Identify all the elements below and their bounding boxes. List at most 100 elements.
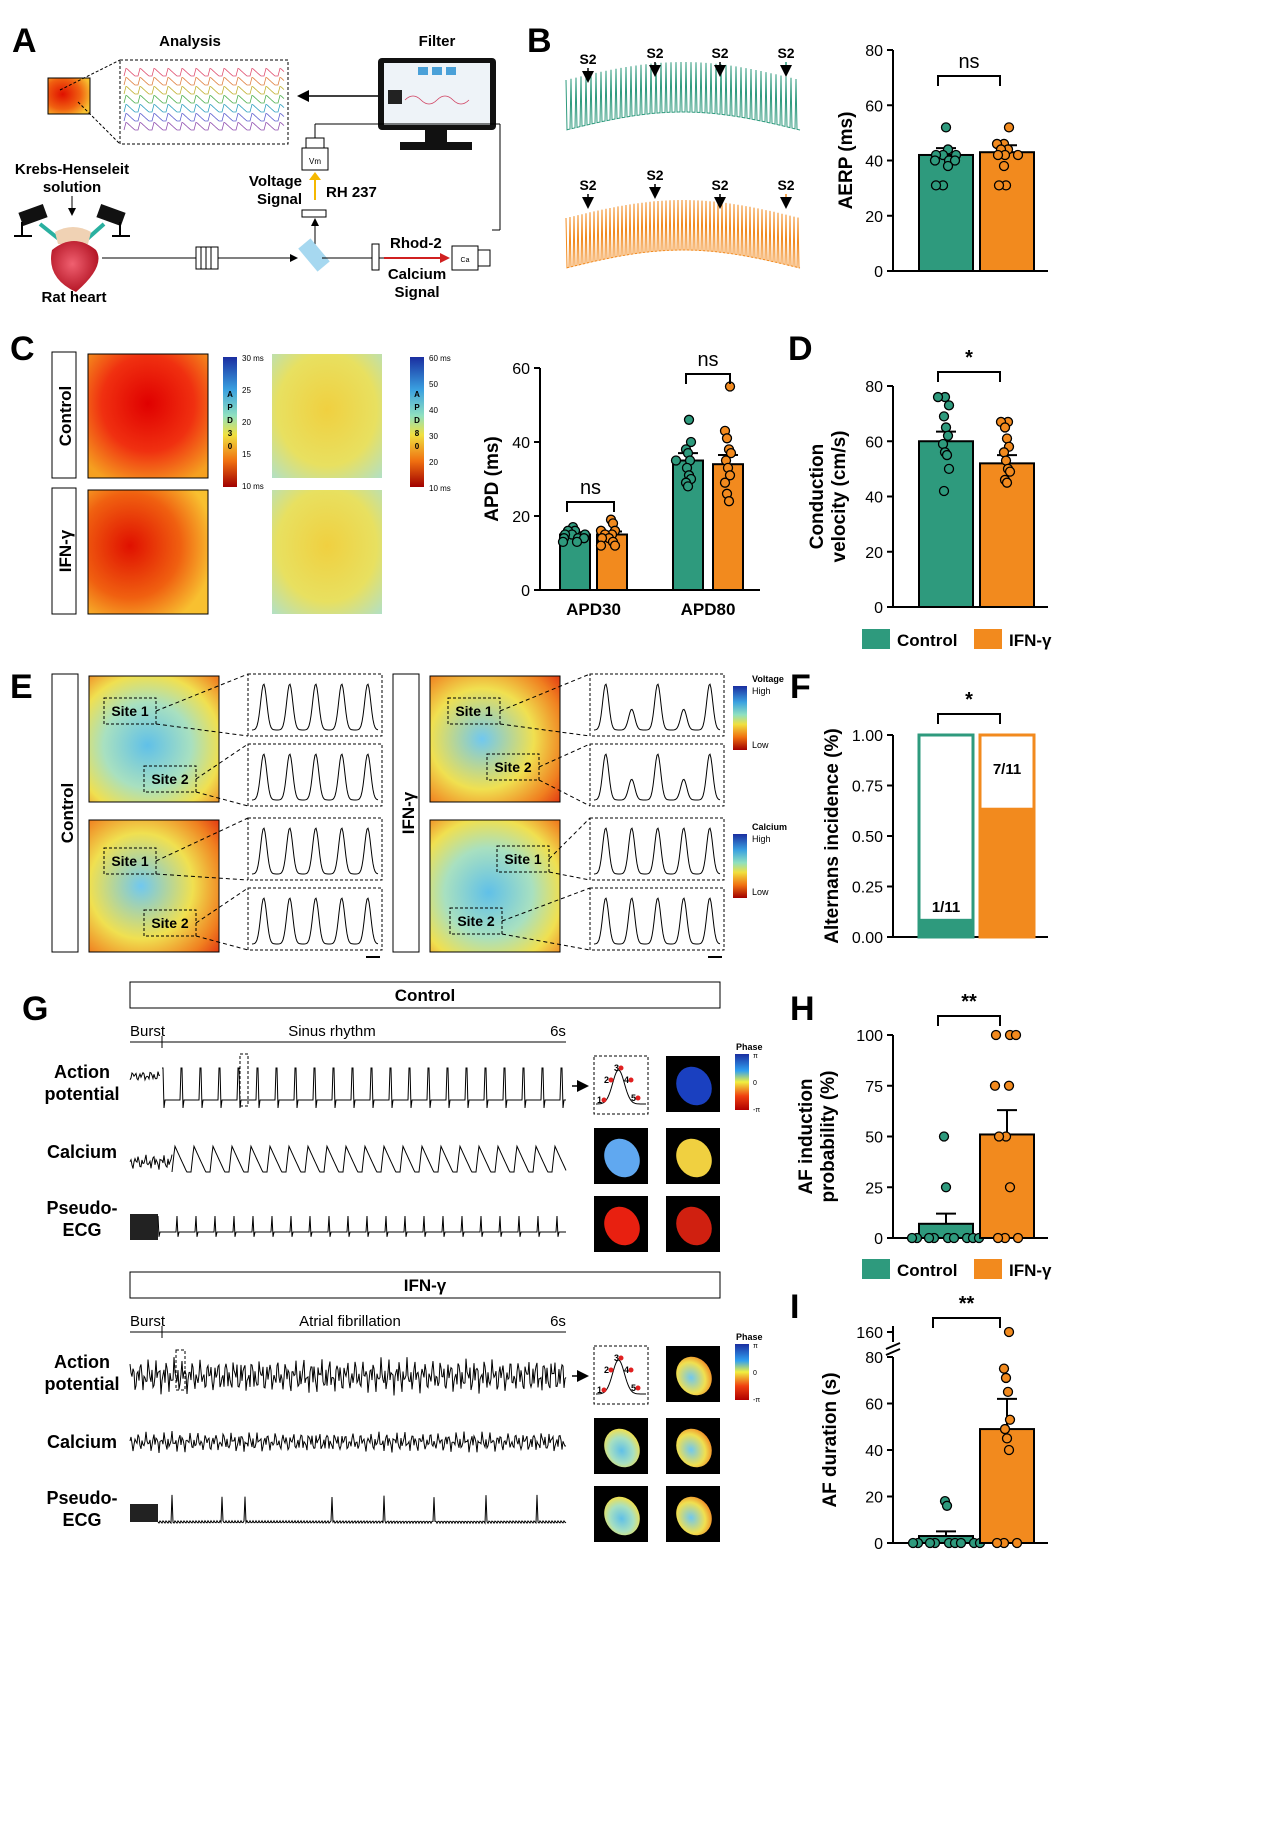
cv-control-data-point (938, 411, 950, 422)
phase-point (601, 1387, 607, 1393)
phase-map-heart (676, 1138, 712, 1178)
y-tick-label: 0 (874, 264, 883, 281)
cv-control-data-point (938, 485, 950, 497)
burst-label: Burst (130, 1313, 166, 1330)
panel-letter-i: I (790, 1288, 799, 1326)
y-tick-label: 0 (521, 583, 530, 600)
y-tick-label: 50 (865, 1130, 883, 1147)
y-tick-label: 20 (865, 545, 883, 562)
site-label: Site 2 (494, 759, 532, 775)
panel-e: E Control IFN-γ Site 1 Site 2 Site 1 Site 2… (10, 668, 787, 958)
apd-control-APD80-data-point (670, 455, 682, 466)
alternans-trace (251, 827, 379, 875)
s2-label: S2 (579, 51, 596, 67)
rhythm-label: Atrial fibrillation (299, 1313, 401, 1330)
g-traces-and-maps: Burst Sinus rhythm 6sActionpotentialCalciu… (45, 1023, 763, 1542)
phase-map-frame-label: 4 (598, 1199, 603, 1208)
site-label: Site 1 (455, 703, 493, 719)
aerp-trace-control (565, 61, 801, 131)
legend-swatch-ifn (974, 629, 1002, 649)
colorbar-letter: 0 (415, 442, 420, 451)
legend-swatch-control (862, 629, 890, 649)
phase-map-frame-label: 5 (670, 1199, 675, 1208)
colorbar-tick: 15 (242, 450, 251, 459)
connector-line (195, 887, 249, 924)
aerp-trace-ifn (565, 199, 801, 269)
svg-text:IFN-γ: IFN-γ (399, 791, 418, 834)
e-row-label-ifn (392, 673, 420, 953)
phase-colorbar (735, 1344, 749, 1400)
dichroic-mirror (298, 238, 330, 272)
y-tick-label: 100 (856, 1028, 883, 1045)
connector-line (195, 743, 249, 780)
af-dur-ifn-data-point (1000, 1372, 1012, 1384)
burst-noise (129, 1071, 161, 1082)
ecg-trace (157, 1215, 566, 1237)
svg-text:Low: Low (752, 740, 769, 750)
significance-label: ns (580, 477, 601, 499)
voltage-camera-icon: Vm (301, 137, 329, 171)
af-dur-control-data-point (941, 1500, 953, 1511)
cv-control-data-point (943, 463, 955, 475)
s2-label: S2 (711, 177, 728, 193)
y-axis-label: probability (%) (818, 1071, 839, 1203)
connector-line (195, 935, 249, 951)
phase-map-heart (604, 1206, 640, 1246)
y-tick-label: 60 (865, 1397, 883, 1414)
ap-trace (162, 1067, 566, 1109)
legend-label-ifn: IFN-γ (1009, 631, 1052, 650)
apd-ifn-APD80-data-point (725, 447, 737, 459)
aerp-ifn-data-point (992, 149, 1004, 161)
row-label: potential (45, 1374, 120, 1394)
ecg-trace-af (157, 1494, 567, 1525)
cv-control-data-point (943, 400, 955, 411)
y-tick-label: 40 (865, 1443, 883, 1460)
colorbar-letter: D (227, 416, 233, 425)
alternans-trace (593, 827, 721, 875)
apd-control-APD80-data-point (682, 481, 694, 492)
significance-bracket (937, 75, 1001, 86)
light-source-right-icon (96, 203, 130, 237)
phase-point-label: 3 (614, 1353, 619, 1363)
phase-tick: -π (753, 1107, 760, 1114)
phase-point-label: 3 (614, 1063, 619, 1073)
af-prob-ifn-data-point (992, 1232, 1004, 1244)
apd-control-APD80-data-point (683, 414, 695, 425)
colorbar-tick: 20 (429, 458, 438, 467)
phase-colorbar (735, 1054, 749, 1110)
calcium-camera-icon: Ca (451, 245, 491, 271)
svg-text:High: High (752, 834, 771, 844)
legend2-swatch-control (862, 1259, 890, 1279)
y-axis-label: AF duration (s) (820, 1372, 841, 1507)
y-tick-label: 160 (856, 1325, 883, 1342)
phase-point (608, 1367, 614, 1373)
y-axis-label: APD (ms) (482, 436, 503, 522)
row-label-ifn (51, 487, 77, 615)
s2-label: S2 (711, 45, 728, 61)
axis-break-mark (885, 1348, 901, 1356)
cv-control-data-point (942, 430, 954, 441)
g-control-header (129, 981, 721, 1009)
af-prob-control-data-point (948, 1232, 960, 1244)
apd-control-APD30-data-point (557, 536, 569, 548)
panel-letter-h: H (790, 990, 815, 1028)
phase-point (635, 1385, 641, 1391)
g-ifn-header (129, 1271, 721, 1299)
alternans-trace (251, 683, 379, 731)
cv-ifn-data-point (998, 447, 1010, 458)
connector-line (548, 817, 591, 860)
row-label: Calcium (47, 1432, 117, 1452)
y-tick-label: 1.00 (852, 728, 883, 745)
significance-bracket (566, 501, 615, 512)
alternans-trace (593, 683, 721, 731)
aerp-ifn-data-point (1003, 122, 1015, 133)
row-label-control (51, 351, 77, 479)
calcium-signal-label: Signal (394, 284, 439, 301)
burst-ecg (130, 1214, 158, 1240)
ap-highlight-box (175, 1349, 186, 1391)
phase-point (618, 1065, 624, 1071)
legend-bottom: Control IFN-γ (862, 1259, 1052, 1280)
burst-label: Burst (130, 1023, 166, 1040)
phase-tick: π (753, 1343, 758, 1350)
